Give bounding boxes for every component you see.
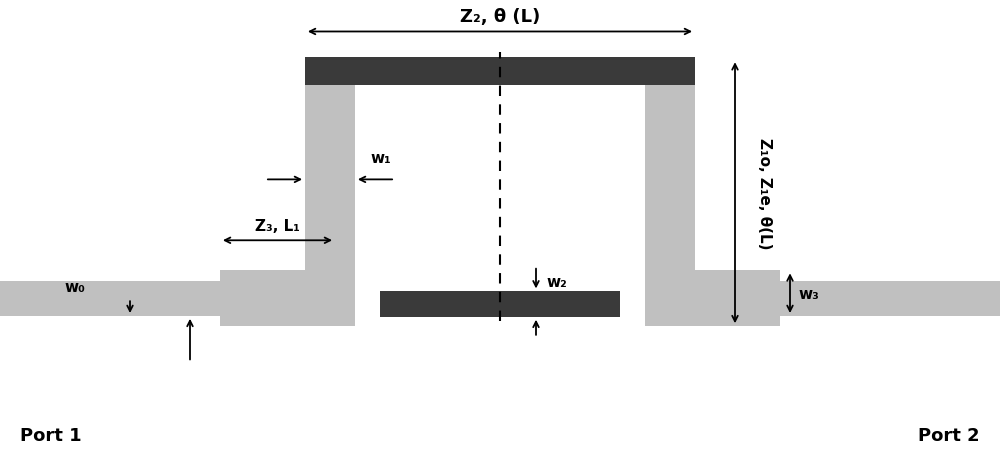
Text: Port 1: Port 1	[20, 426, 82, 444]
Bar	[0, 281, 220, 316]
Bar	[305, 60, 355, 326]
Bar	[645, 60, 695, 326]
Bar	[220, 271, 335, 326]
Text: Port 2: Port 2	[918, 426, 980, 444]
Text: Z₁o, Z₁e, θ(L): Z₁o, Z₁e, θ(L)	[757, 138, 772, 249]
Text: w₂: w₂	[546, 275, 567, 289]
Text: Z₂, θ (L): Z₂, θ (L)	[460, 7, 540, 25]
Bar	[780, 281, 1000, 316]
Bar	[695, 271, 780, 326]
Text: Z₃, L₁: Z₃, L₁	[255, 219, 300, 234]
Text: w₁: w₁	[370, 151, 391, 166]
Text: w₃: w₃	[798, 286, 819, 301]
Bar	[305, 58, 695, 86]
Bar	[380, 292, 620, 317]
Text: w₀: w₀	[64, 280, 85, 294]
